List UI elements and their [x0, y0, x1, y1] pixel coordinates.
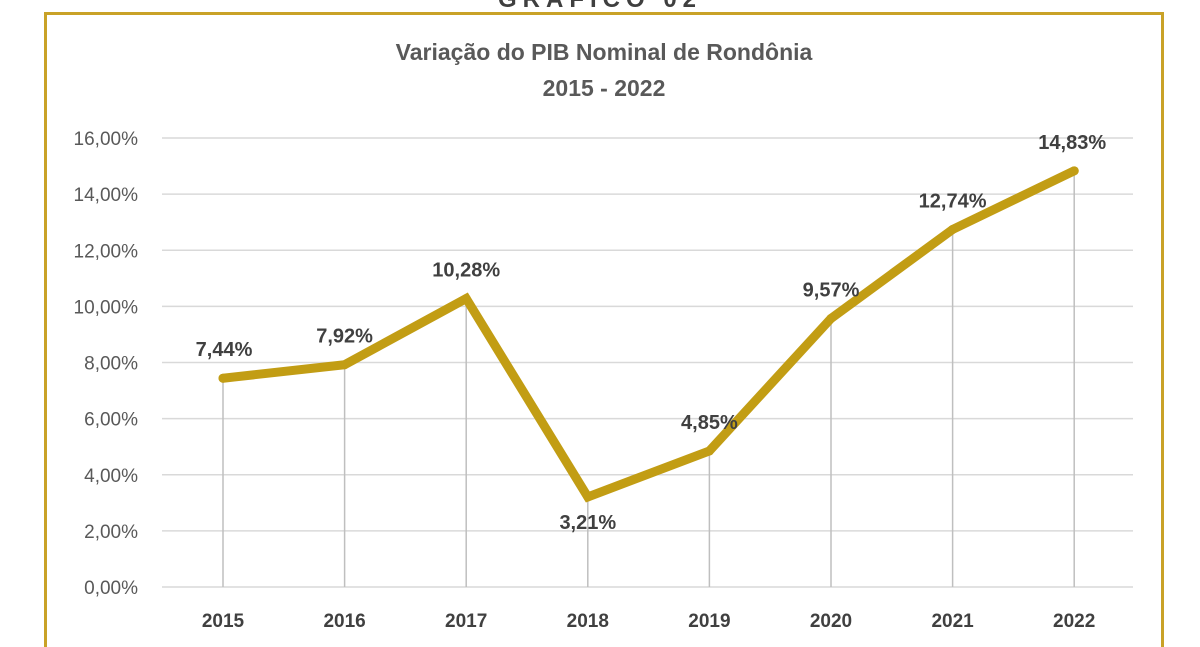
x-tick-label: 2015: [202, 611, 245, 632]
y-tick-label: 6,00%: [84, 410, 138, 431]
y-tick-label: 4,00%: [84, 466, 138, 487]
y-tick-label: 2,00%: [84, 522, 138, 543]
data-point: [704, 446, 714, 456]
data-point: [340, 360, 350, 370]
x-tick-label: 2020: [810, 611, 852, 632]
y-tick-label: 16,00%: [74, 129, 139, 150]
data-label: 4,85%: [681, 412, 738, 434]
data-point: [218, 373, 228, 383]
x-tick-label: 2019: [688, 611, 730, 632]
data-label: 9,57%: [803, 279, 860, 301]
data-label: 7,92%: [316, 326, 373, 348]
x-tick-label: 2016: [323, 611, 365, 632]
y-tick-label: 12,00%: [74, 241, 139, 262]
data-point: [461, 294, 471, 304]
data-point: [1069, 166, 1079, 176]
data-label: 3,21%: [559, 512, 616, 534]
data-label: 12,74%: [919, 190, 987, 212]
x-tick-label: 2021: [931, 611, 974, 632]
x-tick-label: 2022: [1053, 611, 1095, 632]
y-tick-label: 0,00%: [84, 578, 138, 599]
series-line: [218, 166, 1079, 503]
chart-frame: [44, 12, 1164, 647]
y-tick-label: 14,00%: [74, 185, 139, 206]
x-tick-label: 2018: [567, 611, 609, 632]
data-label: 7,44%: [196, 339, 253, 361]
y-tick-label: 8,00%: [84, 354, 138, 375]
chart-title: Variação do PIB Nominal de Rondônia: [395, 39, 813, 65]
data-label: 10,28%: [432, 260, 500, 282]
x-tick-label: 2017: [445, 611, 487, 632]
data-point: [583, 492, 593, 502]
data-point: [826, 313, 836, 323]
cut-off-heading: GRÁFICO 02: [0, 0, 1200, 12]
chart-subtitle: 2015 - 2022: [542, 75, 666, 101]
data-point: [948, 224, 958, 234]
y-tick-label: 10,00%: [74, 297, 139, 318]
data-label: 14,83%: [1038, 132, 1106, 154]
